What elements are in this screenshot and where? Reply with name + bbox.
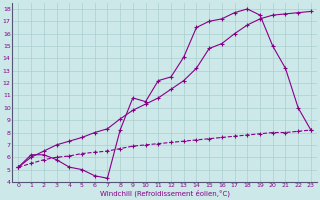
X-axis label: Windchill (Refroidissement éolien,°C): Windchill (Refroidissement éolien,°C) xyxy=(100,190,230,197)
